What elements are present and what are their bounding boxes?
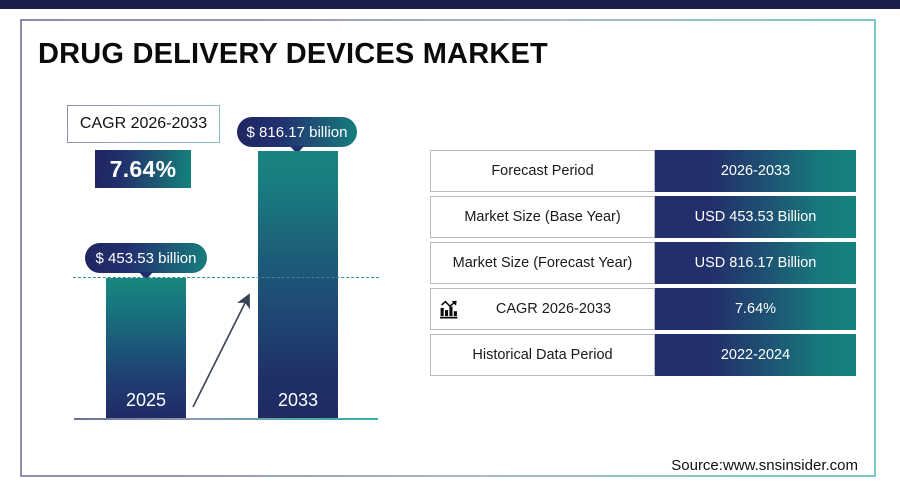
table-row-label-cell: Forecast Period bbox=[430, 150, 655, 192]
table-row-value: 2026-2033 bbox=[720, 163, 791, 179]
summary-table: Forecast Period 2026-2033 Market Size (B… bbox=[430, 150, 856, 380]
bar-2025-year-label: 2025 bbox=[125, 390, 167, 410]
bar-2033-fill bbox=[258, 151, 338, 418]
cagr-value-text: 7.64% bbox=[109, 155, 177, 182]
base-value-callout: $ 453.53 billion bbox=[85, 243, 207, 280]
base-callout-text: $ 453.53 billion bbox=[95, 249, 197, 267]
bar-2025: 2025 bbox=[106, 278, 186, 418]
table-row: Historical Data Period 2022-2024 bbox=[430, 334, 856, 376]
table-row-value: USD 453.53 Billion bbox=[694, 209, 817, 225]
table-row-label-cell: Historical Data Period bbox=[430, 334, 655, 376]
table-row-value: 2022-2024 bbox=[720, 347, 791, 363]
chart-baseline-axis bbox=[74, 418, 378, 420]
table-row-value-cell: 2026-2033 bbox=[655, 150, 856, 192]
table-row-label: CAGR 2026-2033 bbox=[495, 301, 612, 317]
cagr-label-text: CAGR 2026-2033 bbox=[79, 115, 208, 132]
table-row: CAGR 2026-2033 7.64% bbox=[430, 288, 856, 330]
growth-arrow-icon bbox=[192, 293, 250, 408]
table-row-label: Historical Data Period bbox=[472, 347, 613, 363]
table-row-value-cell: 2022-2024 bbox=[655, 334, 856, 376]
bar-chart-trend-icon bbox=[439, 299, 461, 320]
callout-pointer-icon bbox=[290, 146, 304, 154]
table-row-value-cell: USD 816.17 Billion bbox=[655, 242, 856, 284]
table-row: Market Size (Forecast Year) USD 816.17 B… bbox=[430, 242, 856, 284]
table-row-value-cell: 7.64% bbox=[655, 288, 856, 330]
source-attribution: Source:www.snsinsider.com bbox=[671, 457, 858, 474]
cagr-value-badge: 7.64% bbox=[95, 150, 191, 188]
table-row-label-cell: CAGR 2026-2033 bbox=[430, 288, 655, 330]
table-row-label-cell: Market Size (Base Year) bbox=[430, 196, 655, 238]
table-row: Forecast Period 2026-2033 bbox=[430, 150, 856, 192]
bar-2033-year-label: 2033 bbox=[277, 390, 319, 410]
table-row: Market Size (Base Year) USD 453.53 Billi… bbox=[430, 196, 856, 238]
top-accent-band bbox=[0, 0, 900, 9]
table-row-value-cell: USD 453.53 Billion bbox=[655, 196, 856, 238]
table-row-label-cell: Market Size (Forecast Year) bbox=[430, 242, 655, 284]
bar-2033: 2033 bbox=[258, 151, 338, 418]
cagr-label-box: CAGR 2026-2033 bbox=[67, 105, 220, 143]
reference-dashed-line bbox=[73, 277, 379, 278]
page-title: DRUG DELIVERY DEVICES MARKET bbox=[38, 38, 548, 70]
table-row-label: Forecast Period bbox=[491, 163, 594, 179]
forecast-value-callout: $ 816.17 billion bbox=[237, 117, 357, 154]
table-row-label: Market Size (Forecast Year) bbox=[452, 255, 633, 271]
bar-2025-fill bbox=[106, 278, 186, 418]
forecast-callout-text: $ 816.17 billion bbox=[246, 123, 348, 141]
table-row-value: 7.64% bbox=[734, 301, 777, 317]
table-row-label: Market Size (Base Year) bbox=[464, 209, 621, 225]
callout-pointer-icon bbox=[139, 272, 153, 280]
table-row-value: USD 816.17 Billion bbox=[694, 255, 817, 271]
